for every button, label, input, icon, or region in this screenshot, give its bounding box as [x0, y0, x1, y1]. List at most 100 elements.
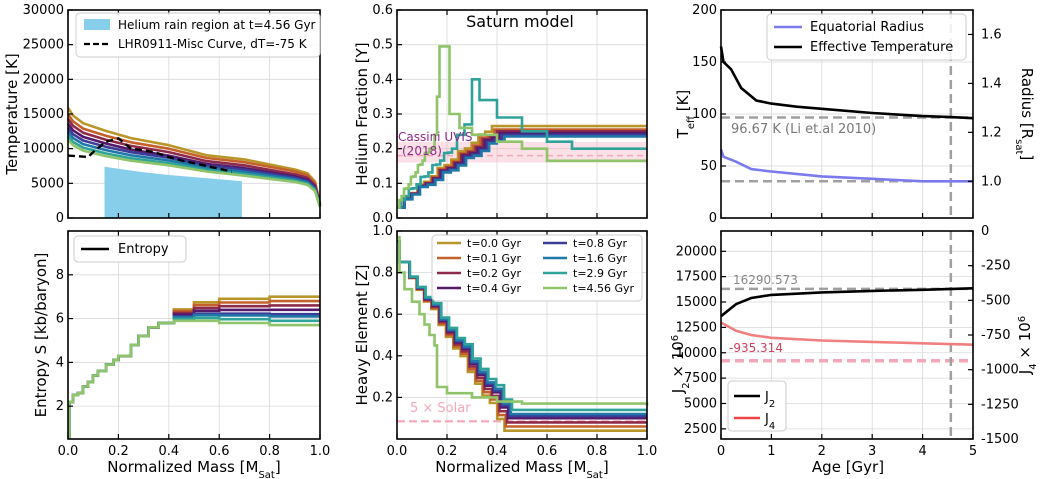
- radius-ylabel-right: Radius [Rsat]: [1014, 68, 1037, 160]
- time-legend: t=0.0 Gyr t=0.1 Gyr t=0.2 Gyr t=0.4 Gyr t=0.…: [431, 234, 643, 302]
- j2-ylabel: J2 × 106: [669, 335, 692, 394]
- z-ytick-label: 1.0: [372, 224, 393, 239]
- legend-label-time-4: t=0.8 Gyr: [573, 237, 628, 250]
- teff-ytick-label-right: 1.6: [981, 27, 1002, 42]
- legend-label-time-0: t=0.0 Gyr: [467, 237, 522, 250]
- temp-ytick-label: 30000: [23, 3, 64, 18]
- heavy-xlabel: Normalized Mass [MSat]: [435, 458, 608, 479]
- legend-box: [727, 380, 787, 432]
- teff-ytick-label: 50: [700, 159, 717, 174]
- cassini-year-label: (2018): [402, 144, 442, 158]
- panel-heavy-element: 0.0 0.2 0.4 0.6 0.8 1.0 0.2 0.4 0.6 0.8 1.0 Heavy E…: [353, 224, 657, 479]
- j-ytick-label: 15000: [676, 295, 717, 310]
- helium-ylabel: Helium Fraction [Y]: [353, 42, 371, 185]
- helium-line-5: [397, 135, 647, 209]
- ent-xtick-label: 0.4: [158, 444, 179, 459]
- teff-ytick-label: 150: [692, 55, 717, 70]
- lhr-curve: [67, 136, 233, 173]
- j-ytick-label-right: -250: [981, 259, 1011, 274]
- legend-label-helium: Helium rain region at t=4.56 Gyr: [118, 18, 316, 32]
- j2-line: [720, 287, 974, 318]
- teff-ytick-label: 200: [692, 3, 717, 18]
- helium-title: Saturn model: [466, 12, 574, 31]
- j-ytick-label-right: -1000: [981, 363, 1019, 378]
- temperature-line-7: [67, 138, 322, 208]
- heavy-line-7: [397, 235, 649, 406]
- teff-ytick-label-right: 1.4: [981, 76, 1002, 91]
- z-ytick-label: 0.4: [372, 349, 393, 364]
- j-xtick-label: 1: [767, 444, 775, 459]
- legend-label-radius: Equatorial Radius: [810, 20, 924, 35]
- ent-xtick-label: 1.0: [310, 444, 331, 459]
- ent-ytick-label: 6: [56, 312, 64, 327]
- j-ytick-label: 20000: [676, 244, 717, 259]
- temperature-ylabel: Temperature [K]: [3, 53, 21, 175]
- z-frame: [396, 230, 648, 440]
- radius-line: [719, 149, 973, 183]
- teff-legend: Equatorial Radius Effective Temperature: [766, 13, 967, 61]
- z-ytick-label: 0.8: [372, 266, 393, 281]
- ent-xtick-label: 0.2: [108, 444, 129, 459]
- legend-label-entropy: Entropy: [118, 242, 169, 257]
- z-ytick-label: 0.6: [372, 307, 393, 322]
- temperature-line-0: [66, 107, 322, 204]
- j4-ylabel-right: J4 × 106: [1016, 316, 1039, 375]
- teff-ylabel: Teff [K]: [674, 90, 697, 140]
- temp-legend: Helium rain region at t=4.56 Gyr LHR0911-…: [75, 12, 321, 58]
- heavy-ylabel: Heavy Element [Z]: [353, 264, 371, 405]
- ref-teff-label: 96.67 K (Li et.al 2010): [731, 122, 876, 137]
- cassini-label: Cassini UVIS: [398, 130, 472, 144]
- z-xtick-label: 1.0: [637, 444, 658, 459]
- ent-xtick-label: 0.0: [58, 444, 79, 459]
- temperature-line-2: [66, 118, 322, 206]
- legend-box: [431, 234, 643, 302]
- ref-j2-label: 16290.573: [733, 273, 798, 287]
- j-ytick-label: 17500: [676, 270, 717, 285]
- temperature-line-1: [66, 113, 322, 205]
- temp-ytick-label: 20000: [23, 72, 64, 87]
- legend-label-time-3: t=0.4 Gyr: [467, 282, 522, 295]
- helium-line-6: [397, 78, 647, 209]
- he-ytick-label: 0.6: [372, 3, 393, 18]
- teff-line: [719, 46, 974, 120]
- j-ytick-label: 5000: [684, 396, 717, 411]
- entropy-line-3: [68, 308, 320, 439]
- j-ytick-label: 10000: [676, 346, 717, 361]
- entropy-ylabel: Entropy S [kb/baryon]: [32, 253, 50, 418]
- ent-frame: [67, 230, 321, 440]
- teff-ytick-label-right: 1.0: [981, 174, 1002, 189]
- entropy-line-7: [68, 319, 320, 439]
- teff-ytick-label-right: 1.2: [981, 125, 1002, 140]
- j-ytick-label: 2500: [684, 422, 717, 437]
- legend-box: [766, 13, 967, 61]
- panel-entropy: 0.0 0.2 0.4 0.6 0.8 1.0 2 4 6 8 Entropy S [kb/bary…: [32, 230, 331, 479]
- j-ytick-label-right: -500: [981, 293, 1011, 308]
- panel-helium: 0.0 0.1 0.2 0.3 0.4 0.5 0.6 Helium Fraction [Y]…: [353, 3, 648, 226]
- j-xtick-label: 3: [868, 444, 876, 459]
- legend-label-time-7: t=4.56 Gyr: [573, 282, 635, 295]
- entropy-line-6: [68, 316, 320, 439]
- he-ytick-label: 0.1: [372, 176, 393, 191]
- ent-ytick-label: 8: [56, 268, 64, 283]
- j-xtick-label: 4: [918, 444, 926, 459]
- z-ytick-label: 0.2: [372, 390, 393, 405]
- j-xtick-label: 0: [717, 444, 725, 459]
- legend-box: [75, 12, 321, 58]
- temp-ytick-label: 10000: [23, 142, 64, 157]
- z-xtick-label: 0.6: [537, 444, 558, 459]
- legend-label-j4: J4: [764, 412, 775, 432]
- z-xtick-label: 0.0: [387, 444, 408, 459]
- legend-box: [73, 235, 187, 263]
- panel-teff-radius: 0 50 100 150 200 1.0 1.2 1.4 1.6 Teff [K] Radius […: [674, 3, 1036, 226]
- temp-ytick-label: 0: [56, 211, 64, 226]
- temp-ytick-label: 5000: [31, 176, 64, 191]
- z-xtick-label: 0.8: [587, 444, 608, 459]
- legend-swatch-helium: [84, 19, 110, 30]
- panel-j2-j4: 0 1 2 3 4 5 2500 5000 7500 10000 12500 15000 17500 20…: [669, 224, 1039, 476]
- j-ytick-label: 12500: [676, 320, 717, 335]
- ent-ytick-label: 4: [56, 355, 64, 370]
- j-xtick-label: 2: [818, 444, 826, 459]
- entropy-line-4: [68, 312, 320, 439]
